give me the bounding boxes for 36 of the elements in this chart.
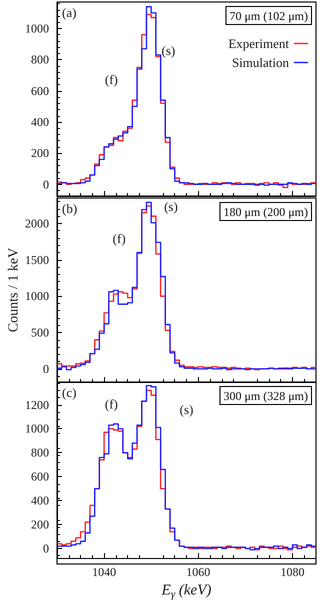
legend-label: Simulation	[232, 55, 290, 70]
legend-label: Experiment	[228, 36, 290, 51]
annotation: 70 μm (102 μm)	[229, 9, 308, 23]
y-tick-label: 800	[31, 52, 49, 67]
y-tick-label: 2000	[25, 216, 49, 230]
y-tick-label: 1000	[25, 289, 49, 304]
y-tick-label: 200	[31, 518, 49, 532]
y-tick-label: 400	[31, 114, 49, 129]
x-tick-label: 1080	[280, 565, 304, 580]
y-tick-label: 0	[43, 177, 49, 192]
annotation: 300 μm (328 μm)	[223, 389, 308, 403]
y-tick-label: 600	[31, 84, 49, 98]
y-tick-label: 1200	[25, 398, 49, 412]
y-tick-label: 200	[31, 146, 49, 160]
annotation: (s)	[164, 198, 178, 214]
annotation: (c)	[62, 385, 76, 400]
y-tick-label: 0	[43, 542, 49, 556]
y-tick-label: 800	[31, 446, 49, 460]
y-axis-title: Counts / 1 keV	[6, 248, 22, 332]
x-tick-label: 1060	[186, 565, 210, 580]
y-tick-label: 600	[31, 470, 49, 484]
y-tick-label: 1500	[25, 252, 49, 267]
annotation: (f)	[112, 230, 126, 246]
y-tick-label: 1000	[25, 422, 49, 436]
annotation: (b)	[62, 201, 78, 216]
y-tick-label: 0	[43, 362, 49, 376]
annotation: (a)	[62, 5, 76, 20]
annotation: (s)	[180, 402, 194, 417]
annotation: (s)	[162, 43, 176, 58]
y-tick-label: 400	[31, 494, 49, 508]
y-tick-label: 500	[31, 326, 49, 340]
annotation: (f)	[104, 396, 118, 412]
annotation: 180 μm (200 μm)	[223, 205, 308, 219]
annotation: (f)	[104, 72, 118, 88]
x-tick-label: 1040	[92, 565, 116, 580]
y-tick-label: 1000	[25, 21, 49, 36]
